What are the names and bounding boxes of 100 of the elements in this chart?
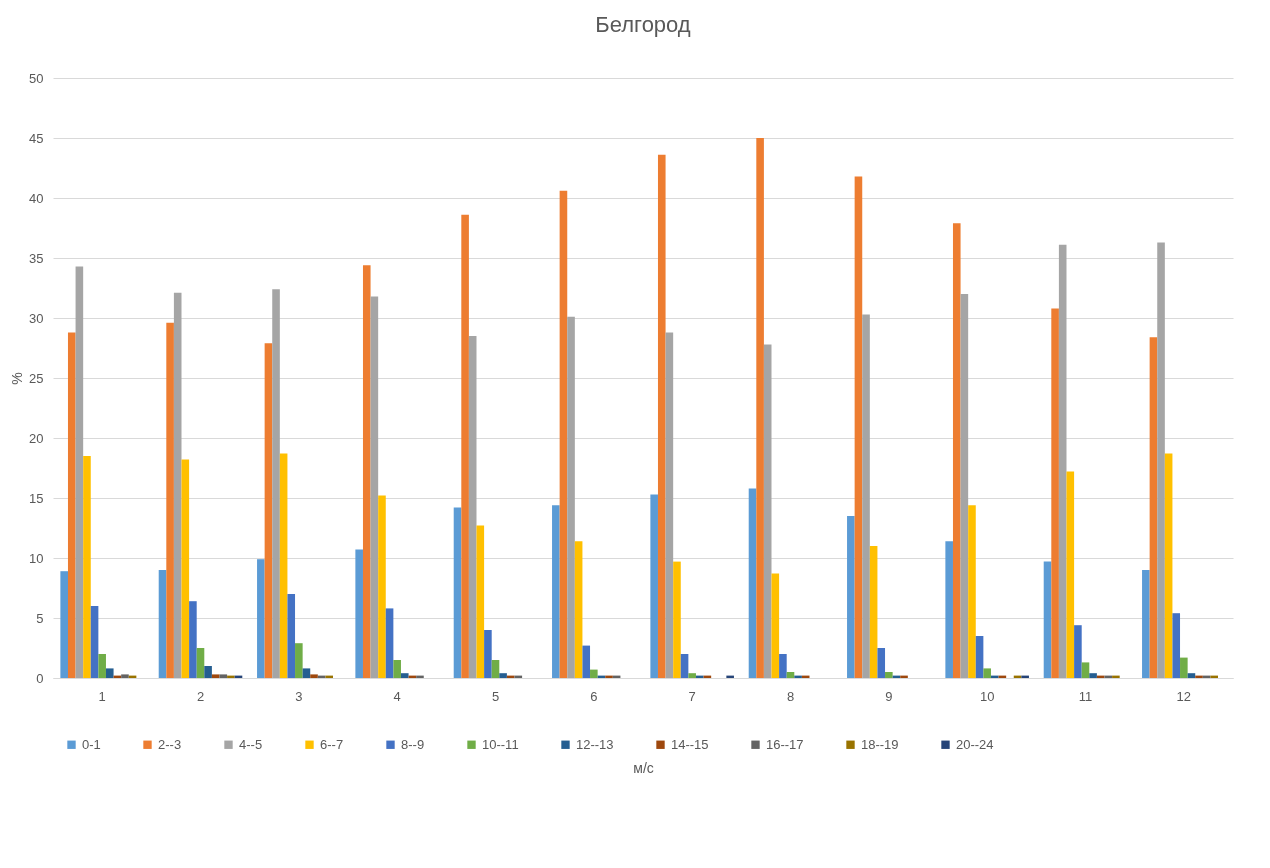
legend-label: 10--11 <box>482 736 519 752</box>
bar <box>665 332 674 678</box>
bar <box>272 289 280 678</box>
bar <box>779 654 787 678</box>
bar <box>181 459 190 678</box>
x-tick-label: 2 <box>196 688 205 704</box>
bar <box>680 654 689 678</box>
bar <box>378 495 386 678</box>
x-tick-label: 6 <box>590 688 598 704</box>
bar <box>1074 625 1082 678</box>
x-tick-label: 8 <box>786 688 795 704</box>
bar <box>968 505 976 678</box>
bar <box>1142 570 1150 678</box>
bar <box>287 594 296 678</box>
legend-label: 6--7 <box>320 736 344 752</box>
legend-label: 12--13 <box>576 736 614 752</box>
bar <box>461 214 469 678</box>
bar <box>196 648 205 678</box>
y-tick-label: 30 <box>29 310 44 326</box>
bar <box>75 266 84 678</box>
x-tick-label: 4 <box>393 688 401 704</box>
bar <box>1149 337 1158 678</box>
legend-label: 14--15 <box>671 736 709 752</box>
bar <box>983 668 991 678</box>
bar <box>1051 308 1059 678</box>
bar <box>847 516 855 678</box>
bar <box>257 559 265 678</box>
y-tick-label: 25 <box>29 370 44 386</box>
bar <box>657 154 666 678</box>
bar <box>1187 673 1196 678</box>
bar <box>552 505 560 678</box>
bar <box>491 660 500 678</box>
bar <box>748 488 757 678</box>
y-tick-label: 50 <box>29 70 44 86</box>
x-tick-label: 5 <box>491 688 500 704</box>
legend-label: 0-1 <box>82 736 101 752</box>
bar <box>869 546 878 678</box>
bar <box>158 570 167 678</box>
bar <box>204 666 212 678</box>
legend-label: 18--19 <box>861 736 899 752</box>
bar <box>393 660 401 678</box>
y-tick-label: 35 <box>29 250 44 266</box>
y-axis-title: % <box>9 372 26 385</box>
x-tick-label: 9 <box>885 688 893 704</box>
bar <box>400 673 409 678</box>
bar <box>756 138 764 678</box>
bar <box>952 223 961 678</box>
bar <box>1058 244 1067 678</box>
bar <box>590 669 598 678</box>
bar <box>83 456 91 678</box>
x-axis-title: м/с <box>633 759 654 776</box>
bar <box>295 643 303 678</box>
bar <box>771 573 780 678</box>
y-tick-label: 20 <box>29 430 44 446</box>
bar <box>574 541 583 678</box>
y-tick-label: 10 <box>29 550 44 566</box>
bar <box>945 541 953 678</box>
bar <box>370 296 379 678</box>
x-tick-label: 11 <box>1078 688 1093 704</box>
bar <box>1157 242 1165 678</box>
bar <box>582 645 591 678</box>
bar <box>60 571 68 678</box>
bar <box>1164 453 1173 678</box>
y-tick-label: 40 <box>29 190 44 206</box>
bar <box>650 494 658 678</box>
bar <box>877 648 886 678</box>
bar <box>1089 673 1097 678</box>
bar <box>862 314 870 678</box>
bar <box>468 336 477 678</box>
legend-label: 8--9 <box>401 736 425 752</box>
y-tick-label: 0 <box>36 670 44 686</box>
bar <box>1043 561 1052 678</box>
bar <box>885 672 893 678</box>
bar <box>90 606 99 678</box>
x-tick-label: 1 <box>98 688 106 704</box>
bar <box>1180 657 1188 678</box>
bar <box>559 190 568 678</box>
x-tick-label: 10 <box>979 688 995 704</box>
bar <box>1172 613 1181 678</box>
bar <box>166 322 174 678</box>
bar <box>173 292 182 678</box>
bar <box>385 608 394 678</box>
bar <box>567 316 575 678</box>
bar <box>105 668 114 678</box>
bar <box>219 674 228 678</box>
bar <box>355 549 363 678</box>
bar <box>673 561 681 678</box>
bar <box>98 654 106 678</box>
bar <box>688 673 696 678</box>
bar <box>310 674 318 678</box>
legend-label: 20--24 <box>956 736 994 752</box>
legend-label: 4--5 <box>239 736 263 752</box>
bar <box>960 294 969 678</box>
bar <box>67 332 76 678</box>
bar <box>362 265 371 678</box>
bar <box>499 673 507 678</box>
bar <box>121 674 129 678</box>
y-tick-label: 5 <box>36 610 44 626</box>
y-tick-label: 45 <box>29 130 44 146</box>
bar <box>1066 471 1075 678</box>
